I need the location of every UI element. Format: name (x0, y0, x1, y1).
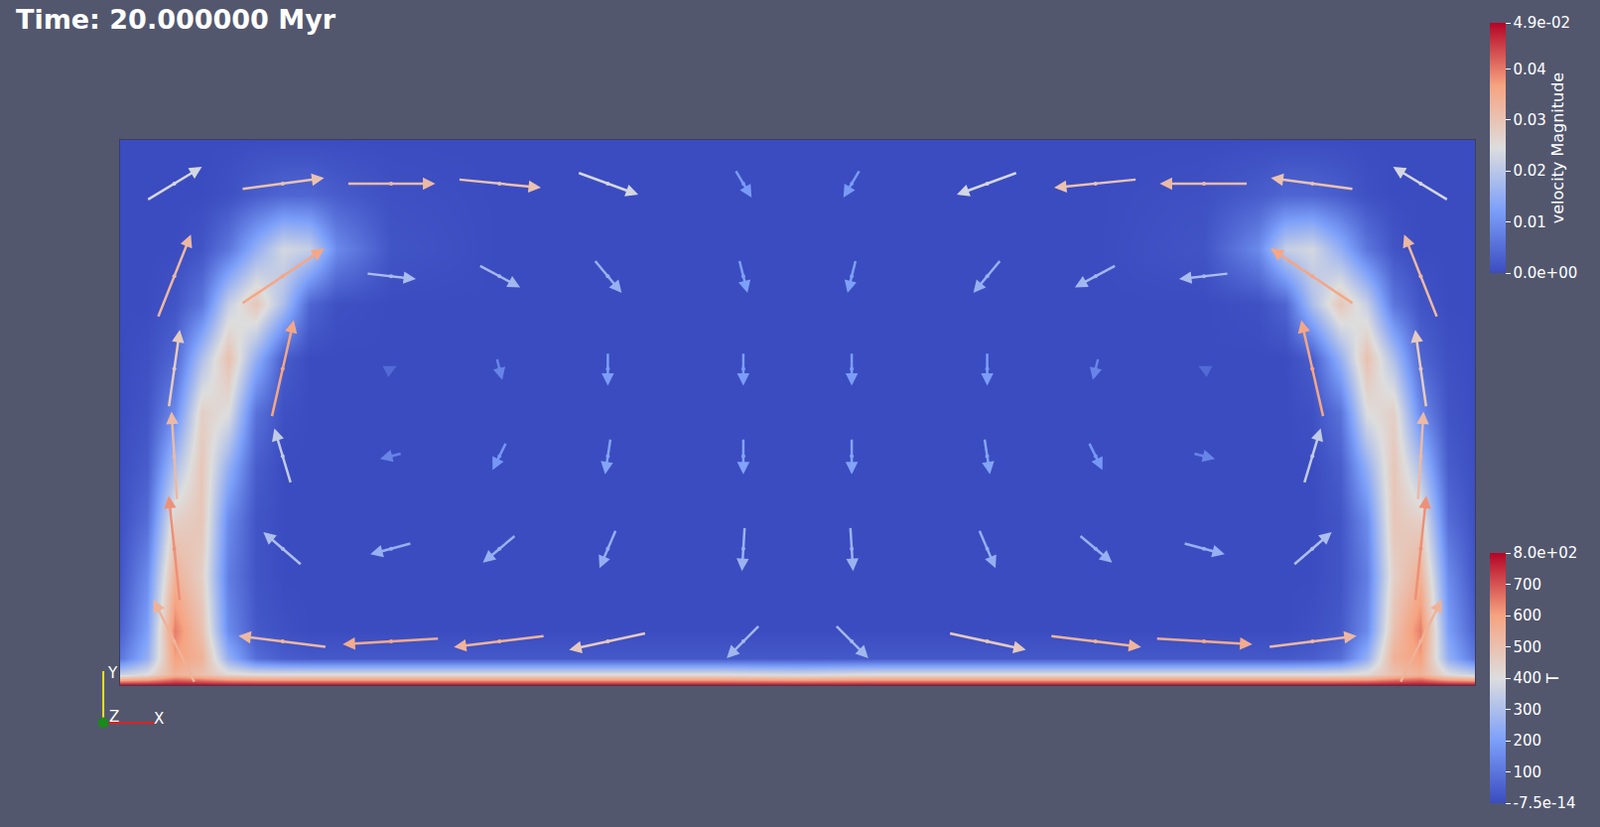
svg-text:500: 500 (1513, 638, 1543, 657)
svg-text:0.0e+00: 0.0e+00 (1513, 264, 1579, 282)
svg-text:X: X (153, 709, 164, 728)
svg-text:0.02: 0.02 (1513, 161, 1547, 180)
svg-text:4.9e-02: 4.9e-02 (1513, 13, 1572, 32)
svg-text:Z: Z (109, 707, 120, 726)
svg-text:400: 400 (1513, 668, 1543, 687)
svg-text:200: 200 (1513, 731, 1543, 750)
svg-text:Y: Y (107, 664, 119, 682)
svg-text:-7.5e-14: -7.5e-14 (1513, 794, 1577, 812)
svg-text:700: 700 (1513, 575, 1543, 594)
svg-text:600: 600 (1513, 606, 1543, 625)
svg-text:8.0e+02: 8.0e+02 (1513, 543, 1579, 562)
svg-text:0.01: 0.01 (1513, 213, 1547, 232)
svg-text:100: 100 (1513, 763, 1543, 782)
svg-text:Time: 20.000000 Myr: Time: 20.000000 Myr (15, 3, 337, 35)
svg-text:0.04: 0.04 (1513, 60, 1547, 79)
svg-text:0.03: 0.03 (1513, 111, 1547, 130)
svg-text:T: T (1543, 672, 1563, 684)
svg-text:velocity Magnitude: velocity Magnitude (1548, 72, 1568, 224)
svg-text:300: 300 (1513, 700, 1543, 719)
